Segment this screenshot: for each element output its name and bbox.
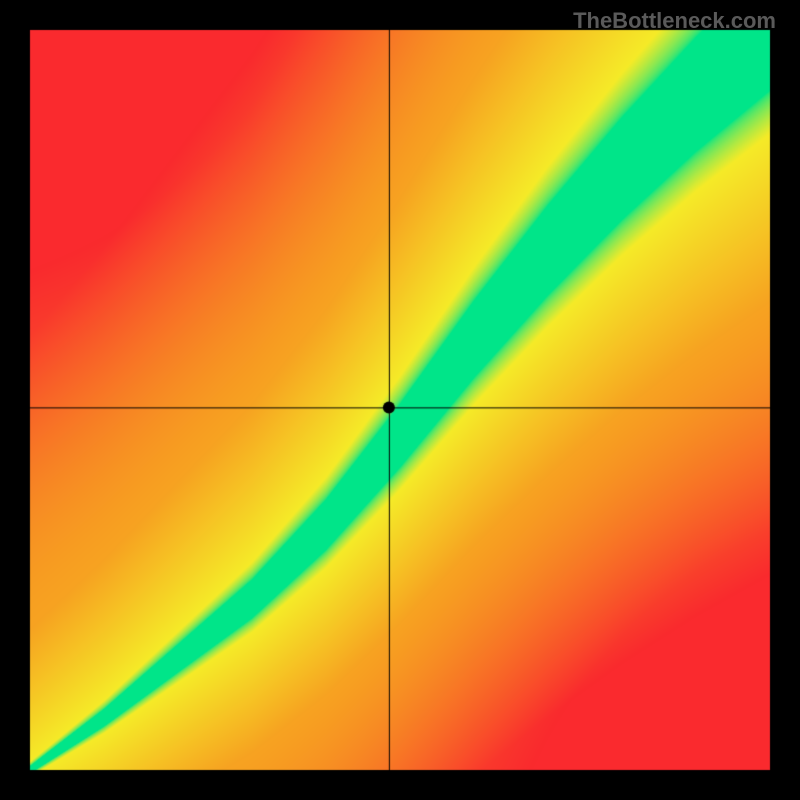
heatmap-canvas: [0, 0, 800, 800]
chart-container: TheBottleneck.com: [0, 0, 800, 800]
attribution-label: TheBottleneck.com: [573, 8, 776, 34]
